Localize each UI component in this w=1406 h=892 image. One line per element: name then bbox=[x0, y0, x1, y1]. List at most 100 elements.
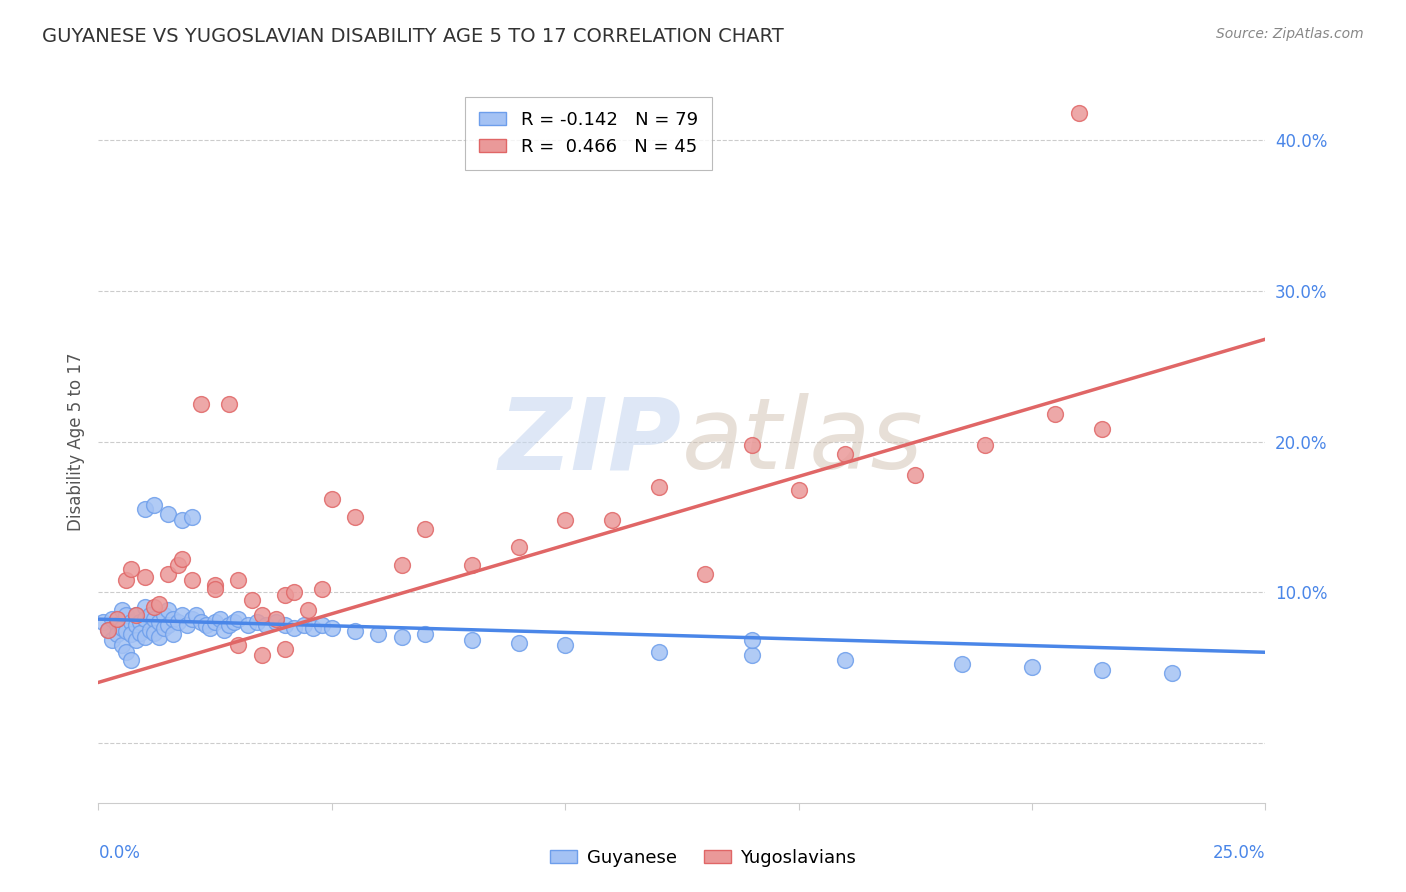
Point bbox=[143, 600, 166, 615]
Point bbox=[129, 615, 152, 630]
Point bbox=[741, 648, 763, 663]
Point bbox=[974, 437, 997, 451]
Point bbox=[180, 612, 202, 626]
Point bbox=[344, 509, 367, 524]
Point bbox=[391, 558, 413, 572]
Point bbox=[194, 618, 217, 632]
Point bbox=[695, 567, 717, 582]
Point bbox=[264, 612, 287, 626]
Point bbox=[904, 467, 927, 482]
Point bbox=[461, 633, 484, 648]
Point bbox=[172, 513, 194, 527]
Point bbox=[218, 618, 240, 632]
Point bbox=[111, 603, 134, 617]
Point bbox=[204, 582, 226, 596]
Point bbox=[321, 491, 343, 506]
Point bbox=[391, 630, 413, 644]
Point bbox=[1021, 660, 1043, 674]
Point bbox=[246, 615, 269, 630]
Point bbox=[228, 638, 250, 652]
Point bbox=[554, 513, 576, 527]
Point bbox=[228, 612, 250, 626]
Point bbox=[1045, 408, 1067, 422]
Point bbox=[1161, 666, 1184, 681]
Point bbox=[111, 621, 134, 635]
Point bbox=[180, 573, 202, 587]
Point bbox=[228, 573, 250, 587]
Point bbox=[148, 615, 170, 630]
Point bbox=[950, 657, 973, 672]
Point bbox=[115, 607, 138, 622]
Point bbox=[242, 592, 264, 607]
Point bbox=[787, 483, 810, 497]
Point bbox=[283, 621, 305, 635]
Text: atlas: atlas bbox=[682, 393, 924, 490]
Point bbox=[162, 627, 184, 641]
Point bbox=[143, 625, 166, 640]
Point bbox=[180, 509, 202, 524]
Point bbox=[157, 618, 180, 632]
Point bbox=[143, 498, 166, 512]
Point bbox=[101, 633, 124, 648]
Point bbox=[508, 636, 530, 650]
Point bbox=[292, 618, 315, 632]
Point bbox=[344, 624, 367, 639]
Text: ZIP: ZIP bbox=[499, 393, 682, 490]
Point bbox=[134, 502, 156, 516]
Point bbox=[115, 573, 138, 587]
Point bbox=[413, 522, 436, 536]
Point bbox=[1091, 422, 1114, 436]
Point bbox=[218, 397, 240, 411]
Point bbox=[172, 607, 194, 622]
Point bbox=[148, 597, 170, 611]
Point bbox=[105, 618, 128, 632]
Point bbox=[190, 615, 212, 630]
Point bbox=[834, 653, 856, 667]
Point bbox=[97, 623, 120, 637]
Point bbox=[274, 642, 297, 657]
Point bbox=[834, 446, 856, 460]
Point bbox=[134, 612, 156, 626]
Point bbox=[105, 612, 128, 626]
Point bbox=[554, 638, 576, 652]
Point bbox=[186, 607, 208, 622]
Point bbox=[204, 615, 226, 630]
Point bbox=[647, 480, 669, 494]
Point bbox=[111, 638, 134, 652]
Point bbox=[125, 607, 148, 622]
Point bbox=[274, 618, 297, 632]
Point bbox=[120, 627, 142, 641]
Point bbox=[236, 618, 259, 632]
Point bbox=[413, 627, 436, 641]
Point bbox=[250, 648, 273, 663]
Point bbox=[157, 603, 180, 617]
Point bbox=[741, 437, 763, 451]
Text: Source: ZipAtlas.com: Source: ZipAtlas.com bbox=[1216, 27, 1364, 41]
Point bbox=[91, 615, 114, 630]
Point bbox=[176, 618, 198, 632]
Text: GUYANESE VS YUGOSLAVIAN DISABILITY AGE 5 TO 17 CORRELATION CHART: GUYANESE VS YUGOSLAVIAN DISABILITY AGE 5… bbox=[42, 27, 785, 45]
Point bbox=[162, 612, 184, 626]
Point bbox=[120, 615, 142, 630]
Y-axis label: Disability Age 5 to 17: Disability Age 5 to 17 bbox=[66, 352, 84, 531]
Point bbox=[311, 582, 333, 596]
Point bbox=[134, 600, 156, 615]
Point bbox=[105, 627, 128, 641]
Point bbox=[274, 588, 297, 602]
Point bbox=[166, 558, 188, 572]
Point bbox=[134, 630, 156, 644]
Point bbox=[143, 612, 166, 626]
Point bbox=[134, 570, 156, 584]
Point bbox=[152, 607, 174, 622]
Point bbox=[311, 618, 333, 632]
Point bbox=[200, 621, 222, 635]
Point bbox=[1091, 664, 1114, 678]
Point bbox=[120, 562, 142, 576]
Point bbox=[208, 612, 231, 626]
Point bbox=[461, 558, 484, 572]
Point bbox=[264, 615, 287, 630]
Point bbox=[204, 577, 226, 591]
Point bbox=[321, 621, 343, 635]
Point bbox=[367, 627, 389, 641]
Point bbox=[508, 540, 530, 554]
